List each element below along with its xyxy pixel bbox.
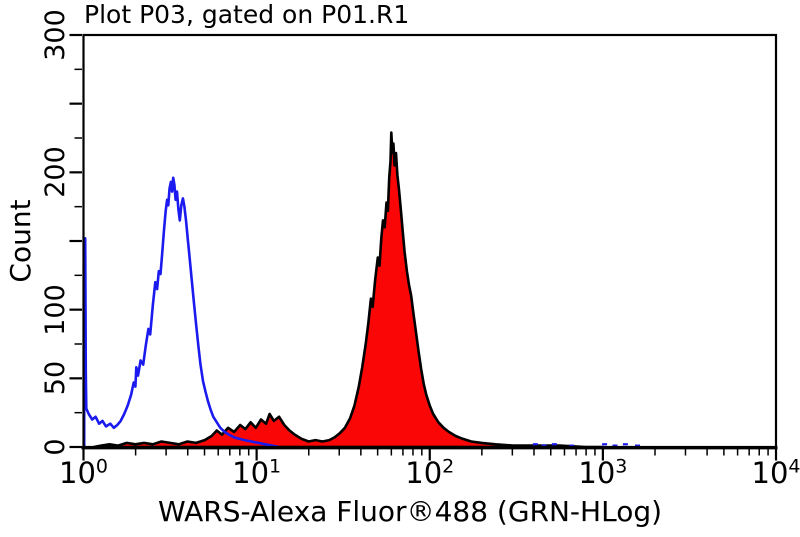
x-tick-label-1e4: 104 (751, 455, 800, 490)
x-tick-label-1e2: 102 (405, 455, 455, 490)
x-tick-label-1e1: 101 (232, 455, 282, 490)
x-tick-label-1e0: 100 (59, 455, 108, 490)
x-axis-title: WARS-Alexa Fluor®488 (GRN-HLog) (157, 495, 663, 528)
plot-title: Plot P03, gated on P01.R1 (84, 0, 410, 29)
plot-border (82, 33, 778, 449)
y-tick-label-100: 100 (39, 283, 71, 336)
x-tick-label-1e3: 103 (578, 455, 628, 490)
y-axis-title: Count (3, 199, 37, 283)
control-histogram-curve (82, 176, 280, 449)
y-tick-label-300: 300 (39, 9, 71, 61)
sample-histogram-area (92, 131, 605, 449)
y-tick-label-200: 200 (39, 146, 71, 199)
